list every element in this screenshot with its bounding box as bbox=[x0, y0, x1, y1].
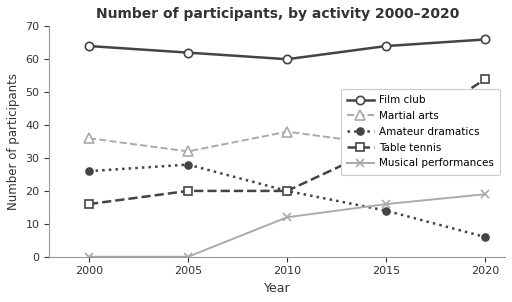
Film club bbox=[482, 38, 488, 41]
Table tennis bbox=[383, 143, 389, 147]
Line: Film club: Film club bbox=[85, 35, 489, 63]
Film club bbox=[86, 44, 92, 48]
X-axis label: Year: Year bbox=[264, 282, 290, 295]
Line: Table tennis: Table tennis bbox=[85, 75, 489, 208]
Martial arts bbox=[383, 143, 389, 147]
Line: Martial arts: Martial arts bbox=[84, 127, 490, 156]
Musical performances bbox=[284, 215, 290, 219]
Table tennis bbox=[284, 189, 290, 193]
Line: Musical performances: Musical performances bbox=[85, 190, 489, 261]
Table tennis bbox=[482, 77, 488, 81]
Film club bbox=[383, 44, 389, 48]
Musical performances bbox=[482, 192, 488, 196]
Martial arts bbox=[86, 137, 92, 140]
Legend: Film club, Martial arts, Amateur dramatics, Table tennis, Musical performances: Film club, Martial arts, Amateur dramati… bbox=[341, 89, 500, 175]
Amateur dramatics bbox=[284, 189, 290, 193]
Line: Amateur dramatics: Amateur dramatics bbox=[86, 161, 489, 240]
Table tennis bbox=[185, 189, 191, 193]
Film club bbox=[185, 51, 191, 54]
Musical performances bbox=[86, 255, 92, 259]
Table tennis bbox=[86, 202, 92, 206]
Title: Number of participants, by activity 2000–2020: Number of participants, by activity 2000… bbox=[96, 7, 459, 21]
Musical performances bbox=[383, 202, 389, 206]
Martial arts bbox=[284, 130, 290, 133]
Amateur dramatics bbox=[482, 235, 488, 239]
Amateur dramatics bbox=[86, 169, 92, 173]
Amateur dramatics bbox=[383, 209, 389, 213]
Y-axis label: Number of participants: Number of participants bbox=[7, 73, 20, 210]
Amateur dramatics bbox=[185, 163, 191, 166]
Martial arts bbox=[482, 137, 488, 140]
Film club bbox=[284, 57, 290, 61]
Musical performances bbox=[185, 255, 191, 259]
Martial arts bbox=[185, 149, 191, 153]
